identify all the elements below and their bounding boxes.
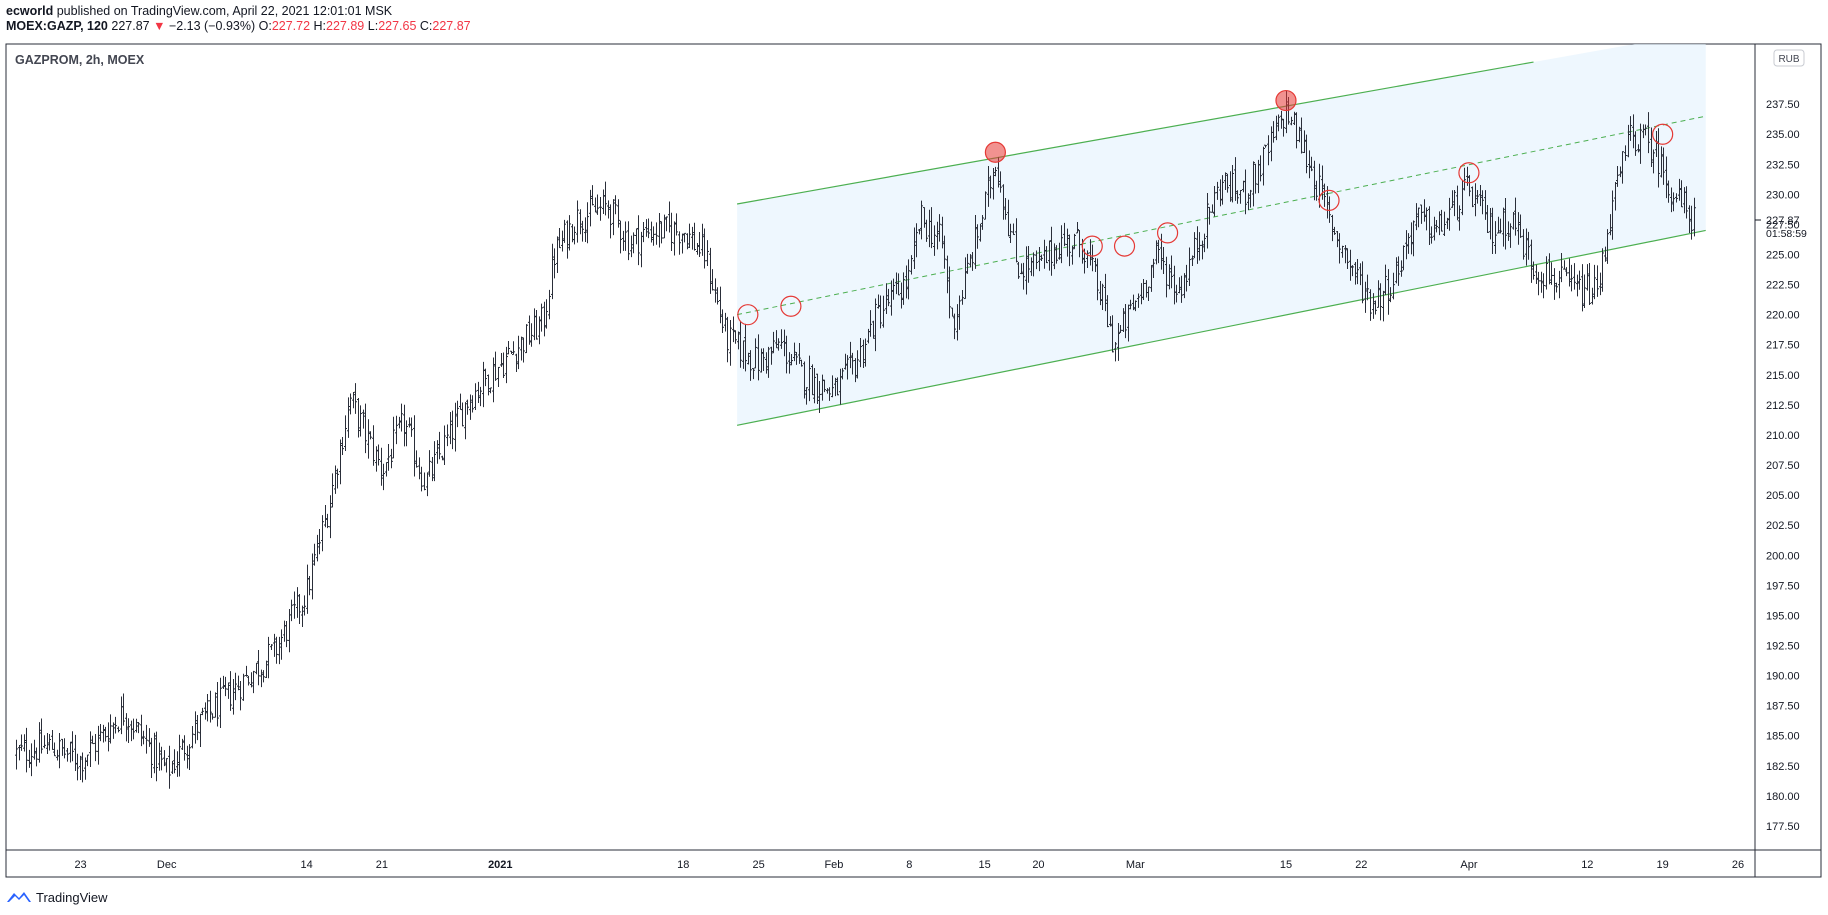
price-tick-label: 207.50: [1766, 460, 1800, 472]
currency-badge[interactable]: RUB: [1773, 49, 1805, 67]
time-tick-label: 2021: [488, 859, 512, 871]
time-tick-label: 15: [1280, 859, 1292, 871]
price-tick-label: 230.00: [1766, 189, 1800, 201]
touch-marker: [1113, 235, 1136, 257]
time-tick-label: 21: [376, 859, 388, 871]
price-axis[interactable]: 177.50 180.00 182.50 185.00 187.50 190.00 192.…: [1755, 99, 1800, 833]
price-tick-label: 180.00: [1766, 791, 1800, 803]
price-tick-label: 235.00: [1766, 129, 1800, 141]
low-label: L:: [367, 19, 379, 33]
footer-brand[interactable]: TradingView: [36, 889, 108, 905]
countdown-label: 01:58:59: [1766, 228, 1807, 240]
last-price-tag: 227.87 01:58:59: [1766, 215, 1807, 240]
price-tick-label: 227.50: [1766, 219, 1800, 231]
candles-layer: [15, 91, 1696, 789]
time-tick-label: 22: [1355, 859, 1367, 871]
price-tick-label: 197.50: [1766, 580, 1800, 592]
low-value: 227.65: [378, 19, 417, 33]
time-tick-label: Dec: [157, 859, 177, 871]
touch-marker: [1081, 235, 1103, 257]
time-tick-label: 14: [300, 859, 312, 871]
filled-touch-marker: [984, 141, 1006, 163]
price-tick-label: 182.50: [1766, 761, 1800, 773]
quote-line: MOEX:GAZP, 120 227.87 ▼ −2.13 (−0.93%) O…: [6, 19, 471, 34]
channel-upper-line: [736, 61, 1534, 205]
last-price-tag-value: 227.87: [1766, 215, 1800, 227]
published-text: published on TradingView.com, April 22, …: [56, 4, 393, 18]
tradingview-logo-icon[interactable]: [6, 889, 32, 905]
price-change: −2.13 (−0.93%): [168, 19, 256, 33]
price-tick-label: 202.50: [1766, 520, 1800, 532]
time-axis[interactable]: 23 Dec 14 21 2021 18 25 Feb 8 15 20 Mar 15 22 Apr 12 19 2…: [74, 859, 1744, 871]
down-arrow-icon: ▼: [153, 19, 166, 33]
time-tick-label: Feb: [824, 859, 843, 871]
currency-label: RUB: [1778, 54, 1799, 65]
close-value: 227.87: [432, 19, 471, 33]
price-tick-label: 212.50: [1766, 400, 1800, 412]
touch-marker: [1156, 222, 1179, 244]
markers-layer[interactable]: [737, 89, 1674, 326]
price-tick-label: 192.50: [1766, 640, 1800, 652]
channel-group: [736, 44, 1706, 426]
touch-marker: [780, 295, 802, 317]
price-tick-label: 215.00: [1766, 370, 1800, 382]
close-label: C:: [419, 19, 433, 33]
symbol-label: MOEX:GAZP, 120: [6, 19, 108, 33]
open-value: 227.72: [271, 19, 311, 33]
time-tick-label: 12: [1581, 859, 1593, 871]
high-value: 227.89: [326, 19, 365, 33]
channel-lower-line: [736, 229, 1706, 426]
footer: TradingView: [6, 889, 108, 905]
price-tick-label: 222.50: [1766, 280, 1800, 292]
filled-touch-marker: [1275, 89, 1297, 112]
price-tick-label: 195.00: [1766, 610, 1800, 622]
time-tick-label: 20: [1032, 859, 1044, 871]
price-tick-label: 232.50: [1766, 159, 1800, 171]
touch-marker: [1318, 189, 1340, 211]
publisher-line: ecworld published on TradingView.com, Ap…: [6, 4, 471, 19]
price-tick-label: 220.00: [1766, 310, 1800, 322]
price-tick-label: 210.00: [1766, 430, 1800, 442]
author-name[interactable]: ecworld: [6, 4, 54, 18]
time-tick-label: Mar: [1126, 859, 1145, 871]
chart-title: GAZPROM, 2h, MOEX: [15, 53, 145, 67]
touch-marker: [1458, 162, 1480, 184]
open-label: O:: [258, 19, 272, 33]
price-tick-label: 237.50: [1766, 99, 1800, 111]
channel-layer[interactable]: [736, 31, 1706, 426]
price-tick-label: 185.00: [1766, 731, 1800, 743]
chart-header: ecworld published on TradingView.com, Ap…: [6, 4, 471, 34]
price-tick-label: 225.00: [1766, 250, 1800, 262]
time-tick-label: 19: [1657, 859, 1669, 871]
price-tick-label: 187.50: [1766, 701, 1800, 713]
time-tick-label: 25: [752, 859, 764, 871]
price-tick-label: 190.00: [1766, 671, 1800, 683]
high-label: H:: [313, 19, 327, 33]
time-tick-label: 23: [74, 859, 86, 871]
price-tick-label: 200.00: [1766, 550, 1800, 562]
price-tick-label: 177.50: [1766, 821, 1800, 833]
price-tick-label: 205.00: [1766, 490, 1800, 502]
time-tick-label: 26: [1732, 859, 1744, 871]
time-tick-label: Apr: [1460, 859, 1477, 871]
time-tick-label: 8: [906, 859, 912, 871]
touch-marker: [737, 304, 759, 326]
last-price: 227.87: [111, 19, 150, 33]
touch-marker: [1652, 123, 1674, 145]
time-tick-label: 18: [677, 859, 689, 871]
time-tick-label: 15: [979, 859, 991, 871]
channel-fill: [737, 44, 1706, 426]
price-tick-label: 217.50: [1766, 340, 1800, 352]
chart-frame: [5, 43, 1822, 878]
